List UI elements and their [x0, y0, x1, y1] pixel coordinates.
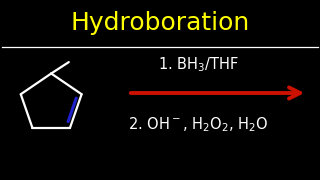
Text: 2. OH$^-$, H$_2$O$_2$, H$_2$O: 2. OH$^-$, H$_2$O$_2$, H$_2$O [128, 115, 269, 134]
Text: Hydroboration: Hydroboration [70, 10, 250, 35]
Text: 1. BH$_3$/THF: 1. BH$_3$/THF [158, 55, 239, 74]
